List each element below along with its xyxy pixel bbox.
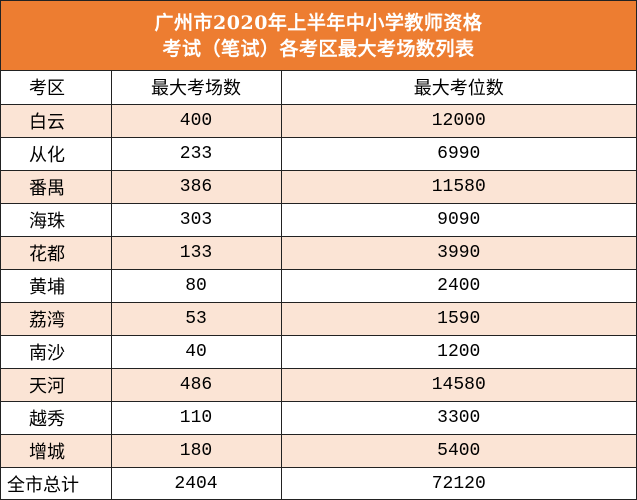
seats-cell: 3990	[281, 236, 636, 270]
district-cell: 越秀	[1, 401, 112, 435]
rooms-cell: 386	[111, 170, 282, 204]
rooms-cell: 180	[111, 434, 282, 468]
rooms-cell: 486	[111, 368, 282, 402]
seats-cell: 3300	[281, 401, 636, 435]
rooms-cell: 40	[111, 335, 282, 369]
total-label: 全市总计	[1, 467, 112, 500]
district-cell: 花都	[1, 236, 112, 270]
district-cell: 荔湾	[1, 302, 112, 336]
rooms-cell: 133	[111, 236, 282, 270]
seats-cell: 12000	[281, 104, 636, 138]
rooms-cell: 303	[111, 203, 282, 237]
title-line-1: 广州市2020年上半年中小学教师资格	[154, 11, 483, 34]
district-cell: 南沙	[1, 335, 112, 369]
rooms-cell: 400	[111, 104, 282, 138]
rooms-cell: 233	[111, 137, 282, 171]
district-cell: 海珠	[1, 203, 112, 237]
total-row: 全市总计 2404 72120	[1, 467, 636, 500]
table-row: 花都 133 3990	[1, 236, 636, 270]
seats-cell: 6990	[281, 137, 636, 171]
total-rooms: 2404	[111, 467, 282, 500]
exam-room-table: 考区 最大考场数 最大考位数 白云 400 12000 从化 233 6990 …	[1, 71, 636, 500]
total-seats: 72120	[431, 473, 486, 494]
table-row: 海珠 303 9090	[1, 203, 636, 237]
table-title: 广州市2020年上半年中小学教师资格 考试（笔试）各考区最大考场数列表	[1, 1, 636, 71]
table-row: 白云 400 12000	[1, 104, 636, 138]
table-row: 从化 233 6990	[1, 137, 636, 171]
seats-cell: 5400	[281, 434, 636, 468]
seats-cell: 2400	[281, 269, 636, 303]
table-row: 越秀 110 3300	[1, 401, 636, 435]
header-row: 考区 最大考场数 最大考位数	[1, 71, 636, 105]
district-cell: 从化	[1, 137, 112, 171]
title-line-2: 考试（笔试）各考区最大考场数列表	[162, 37, 475, 60]
district-cell: 增城	[1, 434, 112, 468]
header-district: 考区	[1, 71, 112, 105]
district-cell: 白云	[1, 104, 112, 138]
seats-cell: 9090	[281, 203, 636, 237]
table-row: 南沙 40 1200	[1, 335, 636, 369]
header-max-rooms: 最大考场数	[111, 71, 282, 105]
rooms-cell: 110	[111, 401, 282, 435]
table-row: 黄埔 80 2400	[1, 269, 636, 303]
seats-cell: 1200	[281, 335, 636, 369]
seats-cell: 14580	[281, 368, 636, 402]
table-row: 番禺 386 11580	[1, 170, 636, 204]
header-max-seats: 最大考位数	[281, 71, 636, 105]
table-row: 天河 486 14580	[1, 368, 636, 402]
district-cell: 黄埔	[1, 269, 112, 303]
seats-cell: 1590	[281, 302, 636, 336]
table-row: 荔湾 53 1590	[1, 302, 636, 336]
district-cell: 天河	[1, 368, 112, 402]
rooms-cell: 53	[111, 302, 282, 336]
table-row: 增城 180 5400	[1, 434, 636, 468]
seats-cell: 11580	[281, 170, 636, 204]
rooms-cell: 80	[111, 269, 282, 303]
district-cell: 番禺	[1, 170, 112, 204]
